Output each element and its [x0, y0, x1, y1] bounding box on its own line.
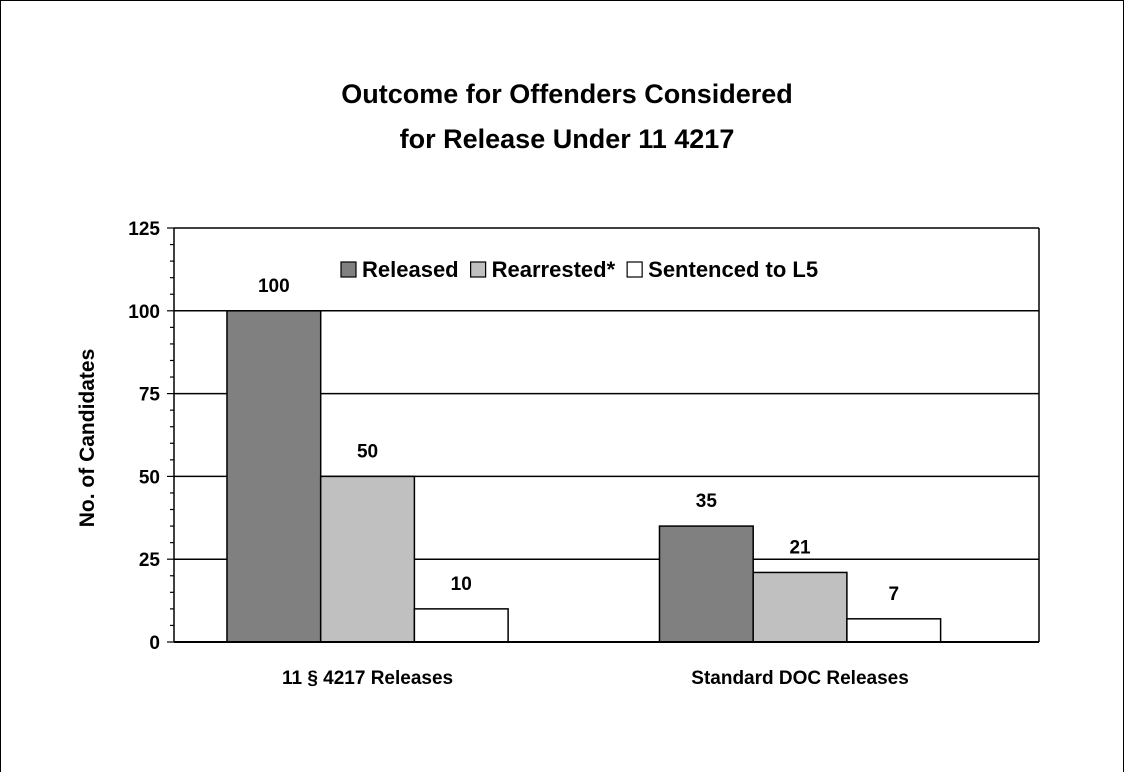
legend-label: Released — [362, 257, 459, 282]
y-tick-label: 125 — [128, 219, 160, 240]
bar-released — [658, 525, 754, 643]
y-tick-label: 50 — [139, 467, 160, 488]
legend-label: Rearrested* — [492, 257, 616, 282]
data-label: 100 — [258, 276, 290, 297]
y-tick-label: 25 — [139, 550, 161, 571]
y-axis-label: No. of Candidates — [76, 349, 99, 528]
x-category-label: 11 § 4217 Releases — [282, 668, 453, 689]
bar-released — [226, 310, 322, 643]
data-labels: 100 50 10 35 21 7 — [258, 276, 899, 605]
bar-rearrested — [319, 475, 416, 643]
bar-sentenced-to-l5 — [413, 608, 509, 643]
legend: Released Rearrested* Sentenced to L5 — [340, 257, 818, 282]
x-category-label: Standard DOC Releases — [691, 668, 909, 689]
y-tick-label: 75 — [139, 385, 161, 406]
data-label: 10 — [451, 574, 472, 595]
y-tick-label: 0 — [149, 633, 160, 654]
y-tick-label: 100 — [128, 302, 160, 323]
chart-title-line-2: for Release Under 11 4217 — [400, 124, 735, 154]
data-label: 7 — [888, 584, 899, 605]
data-label: 21 — [789, 537, 811, 558]
bars — [226, 310, 942, 643]
chart-title-line-1: Outcome for Offenders Considered — [341, 79, 793, 109]
legend-swatch — [340, 261, 357, 278]
legend-label: Sentenced to L5 — [648, 257, 818, 282]
data-label: 50 — [357, 441, 378, 462]
data-label: 35 — [696, 491, 718, 512]
legend-swatch — [626, 261, 643, 278]
bar-sentenced-to-l5 — [846, 618, 942, 643]
legend-swatch — [470, 261, 487, 278]
axes: 0 25 50 75 100 125 11 § 4217 Releases Standard … — [128, 219, 1039, 689]
bar-rearrested — [752, 571, 848, 643]
